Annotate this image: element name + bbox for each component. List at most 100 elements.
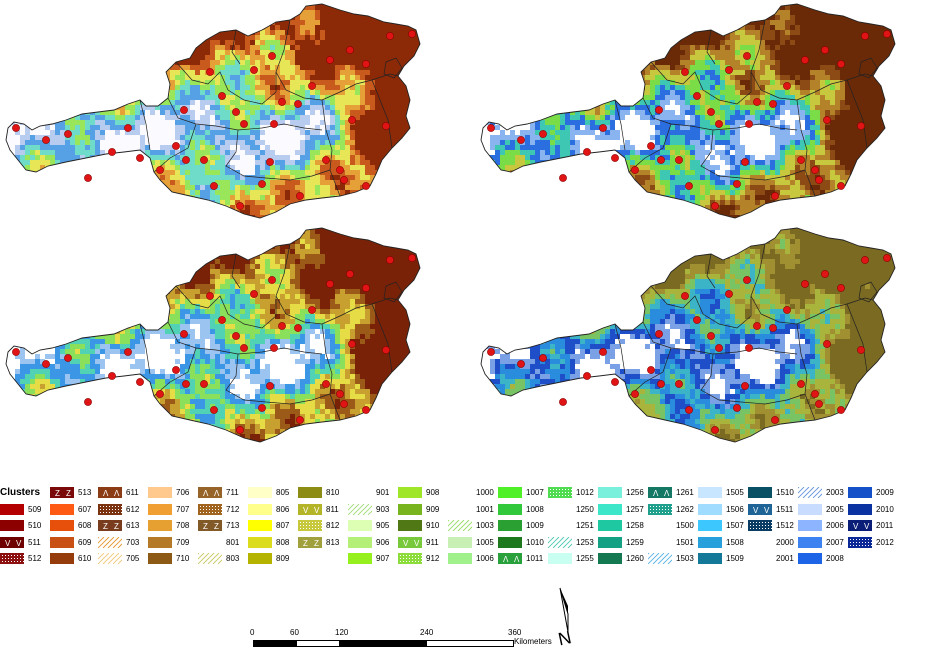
station-marker: [707, 108, 715, 116]
station-marker: [182, 156, 190, 164]
station-marker: [711, 426, 719, 434]
region-border: [614, 99, 626, 151]
legend-label: 607: [78, 504, 92, 514]
legend-label: 1000: [476, 488, 494, 497]
legend-swatch: [148, 520, 172, 531]
station-marker: [84, 174, 92, 182]
region-border: [750, 243, 798, 325]
legend-label: 1260: [626, 554, 644, 563]
legend-label: 805: [276, 488, 290, 497]
legend-label: 1255: [576, 554, 594, 563]
legend-swatch: [798, 553, 822, 564]
legend-label: 803: [226, 554, 240, 563]
legend-label: 1501: [676, 537, 694, 547]
legend-swatch: [248, 520, 272, 531]
station-marker: [294, 324, 302, 332]
legend-swatch: [598, 503, 622, 515]
scale-tick-label: 0: [250, 628, 255, 637]
station-marker: [685, 406, 693, 414]
region-border: [706, 29, 716, 65]
map-panel-bottom-left: [0, 224, 430, 448]
legend-label: 2011: [876, 521, 894, 530]
station-marker: [348, 116, 356, 124]
station-marker: [210, 182, 218, 190]
legend-swatch: [0, 503, 24, 515]
station-marker: [715, 120, 723, 128]
station-marker: [232, 108, 240, 116]
station-marker: [655, 106, 663, 114]
station-marker: [12, 124, 20, 132]
legend-swatch: [798, 487, 822, 498]
station-marker: [124, 348, 132, 356]
legend-swatch: [148, 536, 172, 548]
legend-label: 1001: [476, 504, 494, 514]
legend-swatch: [198, 536, 222, 548]
region-border: [706, 253, 716, 289]
station-marker: [218, 92, 226, 100]
station-marker: [725, 290, 733, 298]
legend-label: 809: [276, 554, 290, 563]
station-marker: [346, 46, 354, 54]
station-marker: [362, 284, 370, 292]
station-marker: [200, 156, 208, 164]
legend-label: 801: [226, 537, 240, 547]
legend-label: 905: [376, 521, 390, 530]
legend-label: 910: [426, 521, 440, 530]
station-marker: [362, 406, 370, 414]
country-outline: [480, 3, 896, 219]
legend-label: 908: [426, 488, 440, 497]
station-marker: [815, 400, 823, 408]
region-border: [231, 253, 241, 289]
station-marker: [42, 360, 50, 368]
legend-swatch: [148, 487, 172, 498]
station-marker: [733, 180, 741, 188]
station-marker: [206, 292, 214, 300]
station-marker: [681, 68, 689, 76]
station-marker: [693, 316, 701, 324]
legend-swatch: [98, 553, 122, 564]
legend-label: 1012: [576, 488, 594, 497]
legend-swatch: [98, 503, 122, 515]
region-border: [175, 285, 277, 329]
station-marker: [487, 348, 495, 356]
region-border: [628, 347, 672, 397]
legend-label: 2001: [776, 554, 794, 563]
legend-swatch: [648, 536, 672, 548]
legend-swatch: [348, 536, 372, 548]
station-marker: [611, 378, 619, 386]
station-marker: [769, 324, 777, 332]
legend-label: 1251: [576, 521, 594, 530]
station-marker: [266, 158, 274, 166]
station-marker: [715, 344, 723, 352]
legend-swatch: [348, 487, 372, 498]
legend-swatch: [298, 520, 322, 531]
station-marker: [693, 92, 701, 100]
legend-label: 706: [176, 488, 190, 497]
map-panel-top-right: [475, 0, 905, 224]
legend-swatch: [698, 487, 722, 498]
legend-swatch: [748, 520, 772, 531]
region-border: [650, 61, 752, 105]
map-svg: [5, 3, 421, 219]
legend-label: 1510: [776, 488, 794, 497]
legend-label: 1250: [576, 504, 594, 514]
station-marker: [180, 106, 188, 114]
region-border: [153, 347, 197, 397]
station-marker: [382, 122, 390, 130]
station-marker: [821, 46, 829, 54]
legend-swatch: [298, 487, 322, 498]
legend-label: 512: [28, 554, 42, 563]
station-marker: [270, 344, 278, 352]
legend-swatch: [448, 503, 472, 515]
region-border: [321, 99, 341, 197]
legend-label: 1262: [676, 504, 694, 514]
legend-swatch: [648, 503, 672, 515]
legend-swatch: [50, 503, 74, 515]
legend-swatch: [198, 553, 222, 564]
legend-label: 611: [126, 488, 139, 497]
scale-tick-label: 360: [508, 628, 522, 637]
station-marker: [733, 404, 741, 412]
